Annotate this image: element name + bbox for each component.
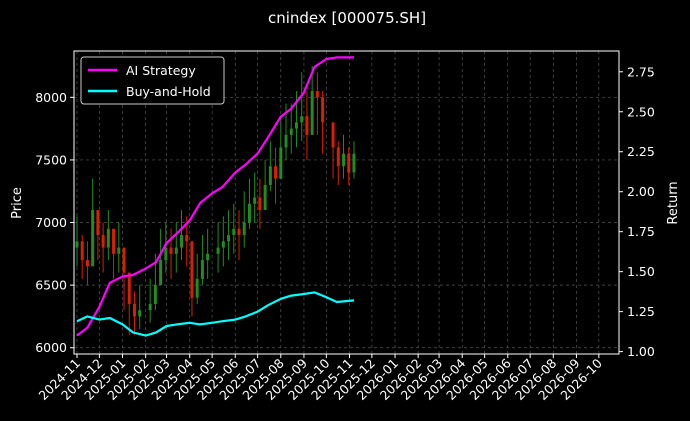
candle-body-1	[80, 241, 84, 261]
candle-body-9	[122, 247, 126, 273]
candle-body-28	[232, 228, 236, 236]
candle-body-39	[289, 128, 293, 135]
candle-body-30	[242, 222, 246, 236]
candle-body-33	[258, 197, 262, 211]
candle-body-44	[315, 91, 319, 98]
price-candles	[75, 66, 356, 336]
y-right-tick-label-4: 2.00	[627, 184, 655, 199]
candle-body-47	[336, 147, 340, 167]
candle-body-50	[352, 153, 356, 173]
candle-body-34	[263, 184, 267, 211]
y-left-tick-label-3: 7500	[35, 152, 67, 167]
candle-body-40	[294, 122, 298, 129]
y-axis-left-title: Price	[10, 187, 25, 219]
candle-body-16	[164, 247, 168, 261]
legend-label-ai-strategy: AI Strategy	[126, 63, 196, 78]
chart-title: cnindex [000075.SH]	[268, 9, 426, 27]
candle-body-0	[75, 241, 79, 248]
candle-body-22	[195, 278, 199, 298]
candle-body-25	[216, 247, 220, 254]
candle-body-41	[300, 116, 304, 123]
candle-body-36	[274, 166, 278, 179]
candle-body-49	[347, 153, 351, 173]
candle-body-48	[342, 153, 346, 167]
candle-body-12	[138, 310, 142, 317]
candle-body-14	[153, 285, 157, 304]
y-right-tick-label-5: 2.25	[627, 144, 655, 159]
candle-body-31	[247, 203, 251, 223]
candle-body-26	[221, 241, 225, 248]
y-right-tick-label-3: 1.75	[627, 224, 655, 239]
y-right-tick-label-7: 2.75	[627, 64, 655, 79]
y-left-tick-label-0: 6000	[35, 340, 67, 355]
y-left-tick-label-2: 7000	[35, 215, 67, 230]
candle-body-13	[148, 303, 152, 311]
y-axis-right-title: Return	[666, 181, 681, 224]
return-lines	[76, 56, 355, 337]
candle-body-21	[190, 241, 194, 298]
y-left-tick-label-4: 8000	[35, 90, 67, 105]
candle-body-8	[117, 247, 121, 254]
candle-body-7	[112, 228, 116, 254]
candle-body-10	[127, 272, 131, 304]
candle-body-45	[321, 97, 325, 123]
candle-body-38	[284, 134, 288, 148]
y-right-tick-label-0: 1.00	[627, 344, 655, 359]
legend: AI Strategy Buy-and-Hold	[80, 56, 225, 105]
candle-body-23	[200, 260, 204, 279]
y-right-tick-label-1: 1.25	[627, 304, 655, 319]
candle-body-37	[279, 147, 283, 179]
series-line-ai-strategy	[76, 56, 354, 337]
candle-body-4	[96, 210, 100, 236]
y-right-tick-label-2: 1.50	[627, 264, 655, 279]
candle-body-42	[305, 116, 309, 135]
candle-body-35	[268, 166, 272, 185]
legend-label-buy-and-hold: Buy-and-Hold	[126, 84, 211, 99]
y-axis-left: 6000 6500 7000 7500 8000	[35, 90, 74, 355]
candle-body-27	[227, 235, 231, 242]
candle-body-15	[159, 260, 163, 286]
candle-body-18	[174, 247, 178, 254]
candle-body-19	[180, 235, 184, 248]
y-left-tick-label-1: 6500	[35, 278, 67, 293]
y-axis-right: 1.00 1.25 1.50 1.75 2.00 2.25 2.50 2.75	[619, 64, 655, 359]
candle-body-2	[85, 260, 89, 267]
candle-body-20	[185, 235, 189, 242]
candle-body-11	[132, 303, 136, 317]
series-line-buy-and-hold	[76, 291, 355, 337]
candle-body-6	[106, 228, 110, 248]
candle-body-46	[331, 122, 335, 148]
candle-body-5	[101, 235, 105, 248]
candle-body-17	[169, 247, 173, 254]
plot-frame	[73, 50, 620, 355]
candle-body-24	[206, 253, 210, 261]
candle-body-3	[91, 210, 95, 267]
candle-body-32	[253, 197, 257, 204]
candle-body-43	[310, 91, 314, 135]
y-right-tick-label-6: 2.50	[627, 104, 655, 119]
candle-body-29	[237, 228, 241, 236]
